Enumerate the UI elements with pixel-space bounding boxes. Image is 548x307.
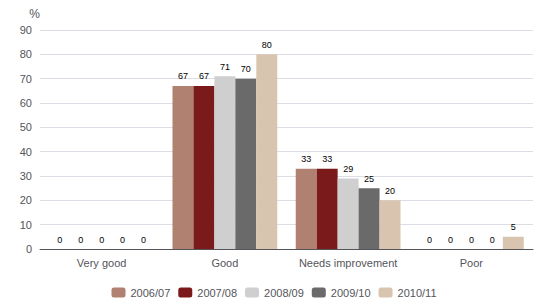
svg-text:0: 0 — [490, 235, 495, 245]
svg-text:67: 67 — [178, 71, 188, 81]
svg-text:70: 70 — [241, 64, 251, 74]
svg-text:10: 10 — [20, 219, 32, 231]
svg-text:0: 0 — [78, 235, 83, 245]
svg-text:30: 30 — [20, 170, 32, 182]
svg-text:2007/08: 2007/08 — [197, 287, 237, 299]
svg-text:5: 5 — [511, 222, 516, 232]
svg-text:67: 67 — [199, 71, 209, 81]
svg-text:33: 33 — [322, 154, 332, 164]
svg-text:20: 20 — [385, 186, 395, 196]
svg-text:40: 40 — [20, 146, 32, 158]
svg-text:0: 0 — [141, 235, 146, 245]
svg-text:20: 20 — [20, 194, 32, 206]
svg-text:71: 71 — [220, 62, 230, 72]
svg-text:Good: Good — [211, 257, 238, 269]
svg-text:29: 29 — [343, 164, 353, 174]
svg-text:50: 50 — [20, 121, 32, 133]
svg-text:0: 0 — [120, 235, 125, 245]
svg-text:60: 60 — [20, 97, 32, 109]
svg-text:0: 0 — [99, 235, 104, 245]
svg-text:80: 80 — [20, 48, 32, 60]
svg-text:80: 80 — [262, 40, 272, 50]
svg-text:0: 0 — [427, 235, 432, 245]
svg-text:2008/09: 2008/09 — [264, 287, 304, 299]
svg-text:Very good: Very good — [77, 257, 127, 269]
svg-text:25: 25 — [364, 174, 374, 184]
svg-text:0: 0 — [57, 235, 62, 245]
svg-text:90: 90 — [20, 24, 32, 36]
svg-text:0: 0 — [469, 235, 474, 245]
svg-text:%: % — [29, 7, 40, 21]
svg-text:70: 70 — [20, 73, 32, 85]
svg-text:0: 0 — [448, 235, 453, 245]
svg-text:2010/11: 2010/11 — [398, 287, 437, 299]
svg-text:Poor: Poor — [460, 257, 484, 269]
svg-text:Needs improvement: Needs improvement — [299, 257, 397, 269]
svg-text:2006/07: 2006/07 — [131, 287, 171, 299]
svg-text:2009/10: 2009/10 — [331, 287, 371, 299]
svg-text:0: 0 — [26, 243, 32, 255]
svg-text:33: 33 — [301, 154, 311, 164]
